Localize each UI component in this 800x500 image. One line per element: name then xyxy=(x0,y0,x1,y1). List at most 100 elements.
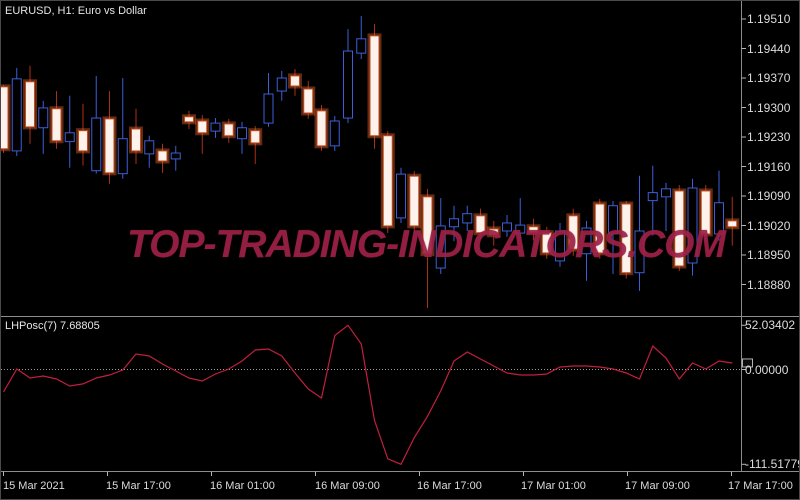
candle-body-bull xyxy=(396,173,406,219)
candle-glow xyxy=(182,114,196,125)
time-axis-label: 15 Mar 17:00 xyxy=(106,480,171,492)
price-axis-label: 1.19440 xyxy=(747,41,791,56)
price-axis-label: 1.18880 xyxy=(747,277,791,292)
candle-body-bear xyxy=(51,108,62,142)
candle-body-bull xyxy=(329,120,340,147)
candle-body-bear xyxy=(422,196,433,255)
candle-body-bull xyxy=(263,93,274,124)
candle-glow xyxy=(486,226,501,238)
candle-body-bull xyxy=(237,127,247,140)
candle-body-bear xyxy=(290,75,300,87)
candle-body-bear xyxy=(250,130,261,144)
candle-glow xyxy=(76,128,90,154)
candle-body-bear xyxy=(316,110,327,147)
price-axis-label: 1.19300 xyxy=(747,100,791,115)
candle-body-bull xyxy=(515,224,526,234)
candle-glow xyxy=(672,188,687,269)
candle-body-bear xyxy=(382,135,393,227)
oscillator-axis-label: 52.03402 xyxy=(745,318,796,333)
price-axis-label: 1.19020 xyxy=(747,218,791,233)
candle-body-bear xyxy=(157,150,168,162)
candle-body-bull xyxy=(634,230,645,274)
candle-glow xyxy=(314,108,329,149)
oscillator-axis-label: 0.00000 xyxy=(745,362,789,377)
candle-body-bull xyxy=(91,117,102,172)
candle-glow xyxy=(592,201,607,256)
candle-glow xyxy=(698,188,713,237)
time-axis-label: 16 Mar 17:00 xyxy=(417,480,482,492)
candle-glow xyxy=(49,106,64,144)
candle-glow xyxy=(367,33,382,139)
candle-body-bear xyxy=(674,190,685,267)
candle-body-bull xyxy=(581,227,592,255)
oscillator-line xyxy=(2,324,733,466)
watermark: TOP-TRADING-INDICATORS.COM xyxy=(127,223,726,266)
candle-body-bear xyxy=(369,35,380,137)
time-axis-label: 16 Mar 09:00 xyxy=(315,480,380,492)
candle-glow xyxy=(195,118,210,136)
candle-body-bull xyxy=(661,188,671,198)
candle-glow xyxy=(407,173,422,229)
candle-glow xyxy=(221,121,236,139)
time-axis-label: 17 Mar 09:00 xyxy=(625,480,690,492)
candle-glow xyxy=(129,126,143,154)
candle-glow xyxy=(102,116,117,176)
price-axis-label: 1.19230 xyxy=(747,130,791,144)
candle-body-bear xyxy=(303,88,314,114)
candle-body-bear xyxy=(409,175,420,227)
candle-body-bear xyxy=(1,86,9,150)
time-axis-label: 17 Mar 01:00 xyxy=(521,480,586,492)
price-axis-label: 1.19370 xyxy=(747,71,791,85)
candle-body-bull xyxy=(117,138,128,175)
candle-body-bear xyxy=(568,215,579,250)
candle-body-bear xyxy=(104,118,115,174)
candle-body-bull xyxy=(356,38,367,54)
candle-glow xyxy=(380,133,395,229)
candle-glow xyxy=(248,128,263,146)
current-value-marker xyxy=(742,358,753,368)
candle-body-bull xyxy=(555,230,565,262)
chart-title: EURUSD, H1: Euro vs Dollar xyxy=(5,5,147,17)
candle-body-bull xyxy=(144,140,155,155)
candle-body-bear xyxy=(184,116,194,123)
candle-body-bear xyxy=(528,226,539,234)
candle-body-bull xyxy=(608,205,618,235)
candle-body-bear xyxy=(223,123,234,137)
candle-body-bull xyxy=(502,222,512,232)
candle-body-bull xyxy=(11,78,22,152)
price-axis-label: 1.19510 xyxy=(747,12,791,26)
candle-body-bear xyxy=(131,128,141,152)
candle-body-bull xyxy=(714,202,724,235)
candle-body-bear xyxy=(594,203,605,254)
candle-body-bull xyxy=(276,77,287,92)
candle-body-bear xyxy=(621,203,632,274)
candle-glow xyxy=(619,201,634,276)
indicator-label: LHPosc(7) 7.68805 xyxy=(5,320,100,332)
candle-body-bull xyxy=(64,132,75,143)
price-axis-label: 1.19160 xyxy=(747,159,791,174)
candle-body-bear xyxy=(197,120,208,134)
candle-body-bull xyxy=(687,187,698,264)
candle-body-bear xyxy=(488,228,499,236)
candle-glow xyxy=(301,86,316,116)
candle-glow xyxy=(23,79,37,130)
candle-glow xyxy=(539,230,554,256)
candle-glow xyxy=(288,73,302,89)
candle-glow xyxy=(155,148,170,164)
candle-body-bear xyxy=(25,81,35,128)
candle-body-bear xyxy=(475,215,486,234)
candle-body-bear xyxy=(700,190,711,235)
time-axis-label: 17 Mar 17:00 xyxy=(728,480,793,492)
candle-glow xyxy=(1,84,11,152)
candle-body-bull xyxy=(343,50,353,119)
candle-glow xyxy=(566,213,581,252)
time-axis-label: 15 Mar 2021 xyxy=(3,480,65,492)
candle-body-bull xyxy=(435,225,446,269)
price-axis-label: 1.19090 xyxy=(747,189,791,203)
candle-glow xyxy=(473,213,488,236)
candle-body-bull xyxy=(38,107,49,129)
candle-glow xyxy=(526,224,541,236)
oscillator-axis-label: -111.51779 xyxy=(745,457,800,472)
